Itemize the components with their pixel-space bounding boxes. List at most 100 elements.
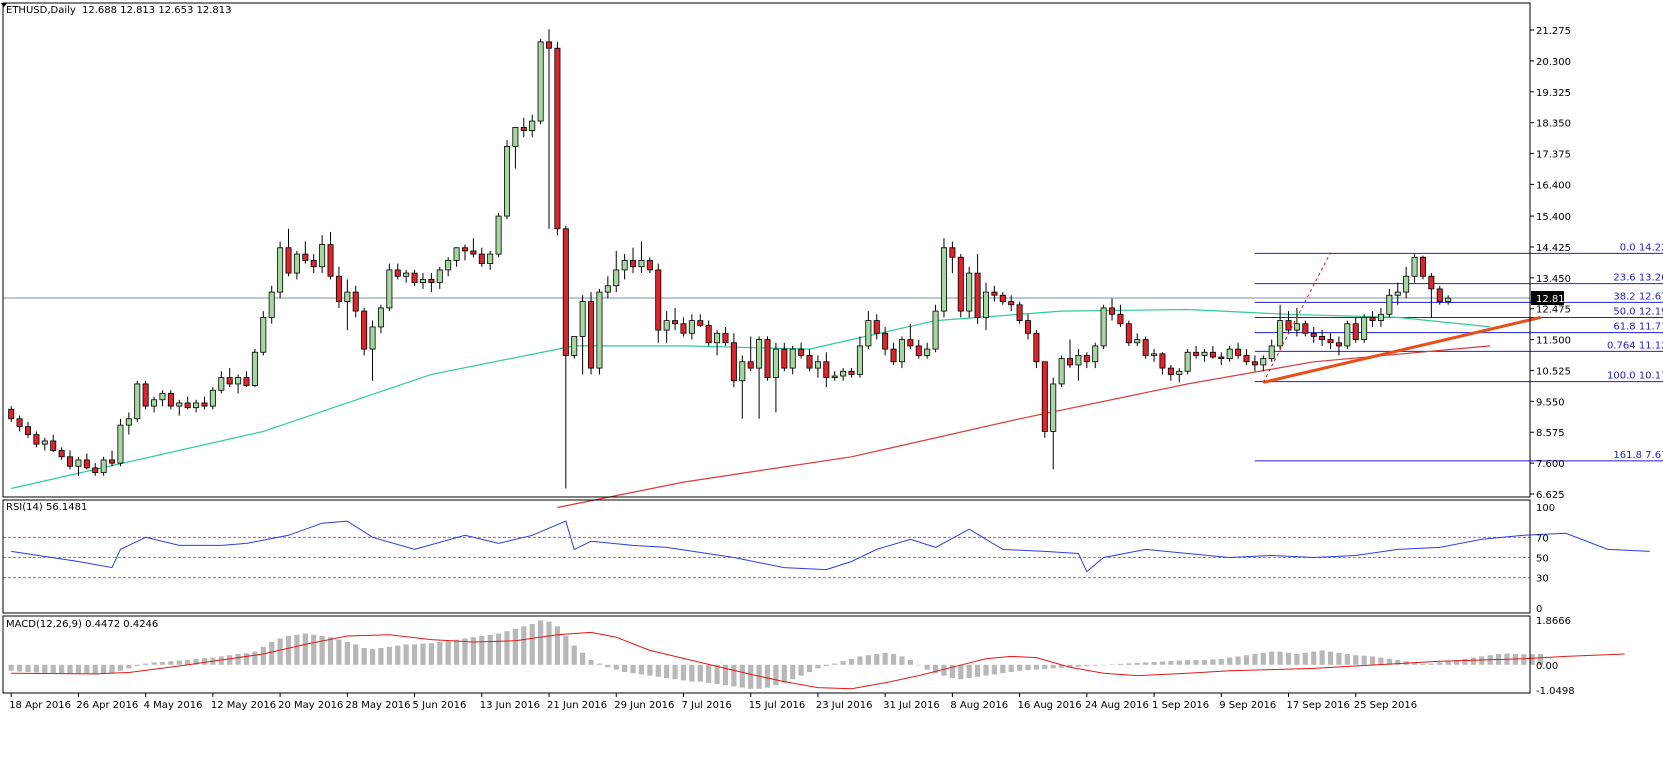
candle-body <box>193 402 200 409</box>
macd-histogram-bar <box>50 664 56 673</box>
candle-body <box>1193 351 1200 356</box>
candle <box>445 257 452 277</box>
macd-tick-label: 1.8666 <box>1536 616 1571 627</box>
candle <box>520 117 527 137</box>
macd-histogram-bar <box>647 664 653 676</box>
candle-body <box>1335 342 1342 347</box>
candle <box>1335 336 1342 356</box>
candle-body <box>1067 358 1074 366</box>
candle <box>974 254 981 324</box>
candle <box>201 396 208 410</box>
candle <box>814 355 821 378</box>
candle <box>1151 349 1158 362</box>
candle <box>747 336 754 372</box>
macd-histogram-bar <box>941 664 947 676</box>
last-price-box <box>1531 291 1564 306</box>
candle <box>1277 304 1284 350</box>
candle-body <box>1411 256 1418 277</box>
candle <box>1167 364 1174 381</box>
date-tick-label: 26 Apr 2016 <box>76 700 138 711</box>
candle-body <box>1100 307 1107 347</box>
macd-histogram-bar <box>319 635 325 665</box>
candle <box>596 288 603 375</box>
macd-histogram-bar <box>8 664 14 671</box>
macd-histogram-bar <box>949 664 955 679</box>
macd-histogram-bar <box>1479 656 1485 665</box>
candle-body <box>1109 307 1116 315</box>
candle <box>386 263 393 312</box>
candle <box>1344 320 1351 350</box>
candle <box>966 266 973 318</box>
candle <box>134 380 141 422</box>
candle-body <box>546 41 553 49</box>
candle-body <box>369 326 376 350</box>
macd-histogram-bar <box>1176 660 1182 665</box>
candle <box>1285 311 1292 334</box>
candle <box>268 285 275 324</box>
macd-histogram-bar <box>622 664 628 673</box>
candle-body <box>1361 317 1368 340</box>
candle <box>403 269 410 283</box>
macd-histogram-bar <box>235 654 241 665</box>
macd-histogram-bar <box>218 656 224 665</box>
candle-body <box>1016 304 1023 321</box>
candle-body <box>638 260 645 268</box>
macd-histogram-bar <box>327 637 334 665</box>
candle-body <box>537 41 544 122</box>
date-tick-label: 24 Aug 2016 <box>1085 700 1149 711</box>
candle <box>1411 254 1418 283</box>
candle <box>764 336 771 381</box>
macd-histogram-bar <box>806 664 813 673</box>
candle <box>982 282 989 331</box>
candle-body <box>739 361 746 382</box>
candle <box>873 314 880 340</box>
candle <box>344 279 351 331</box>
macd-histogram-bar <box>1445 661 1451 665</box>
candle-body <box>1134 339 1141 344</box>
support-trendline <box>1262 315 1541 384</box>
macd-histogram-bar <box>630 664 636 674</box>
candle-body <box>974 272 981 318</box>
candle-body <box>730 342 737 382</box>
fib-level-label: 61.8 11.719 <box>1613 322 1663 333</box>
candle-body <box>688 320 695 334</box>
macd-histogram-bar <box>185 660 191 665</box>
macd-histogram-bar <box>361 648 367 665</box>
date-tick-label: 17 Sep 2016 <box>1287 700 1350 711</box>
candle-body <box>302 253 309 261</box>
macd-histogram-bar <box>344 642 350 665</box>
ohlc-header: 12.688 12.813 12.653 12.813 <box>82 5 232 16</box>
candle-body <box>957 256 964 312</box>
candle <box>16 415 23 432</box>
candle <box>117 418 124 467</box>
candle-body <box>209 389 216 407</box>
candle <box>1310 326 1317 343</box>
candle <box>218 371 225 394</box>
candle <box>1176 368 1183 383</box>
macd-histogram-bar <box>1059 664 1065 668</box>
candle-body <box>588 301 595 369</box>
candle-body <box>361 310 368 350</box>
macd-histogram-bar <box>1269 651 1275 665</box>
candle <box>1394 282 1401 305</box>
price-tick-label: 11.500 <box>1536 336 1571 347</box>
macd-histogram-bar <box>1437 662 1443 665</box>
candle <box>495 212 502 258</box>
candle-body <box>419 279 426 283</box>
price-tick-label: 16.400 <box>1536 180 1571 191</box>
candle-body <box>260 317 267 353</box>
price-tick-label: 7.600 <box>1536 459 1565 470</box>
macd-histogram-bar <box>588 660 594 665</box>
macd-histogram-bar <box>1369 656 1376 665</box>
macd-histogram-bar <box>781 664 787 683</box>
macd-histogram-bar <box>1075 664 1082 667</box>
macd-histogram-bar <box>1353 655 1359 665</box>
candle-body <box>1226 348 1233 360</box>
candle <box>1369 311 1376 327</box>
candle <box>655 263 662 343</box>
macd-histogram-bar <box>1101 664 1107 666</box>
date-tick-label: 25 Sep 2016 <box>1354 700 1417 711</box>
macd-histogram-bar <box>1000 664 1006 674</box>
macd-histogram-bar <box>1294 654 1300 665</box>
macd-histogram-bar <box>832 663 838 665</box>
